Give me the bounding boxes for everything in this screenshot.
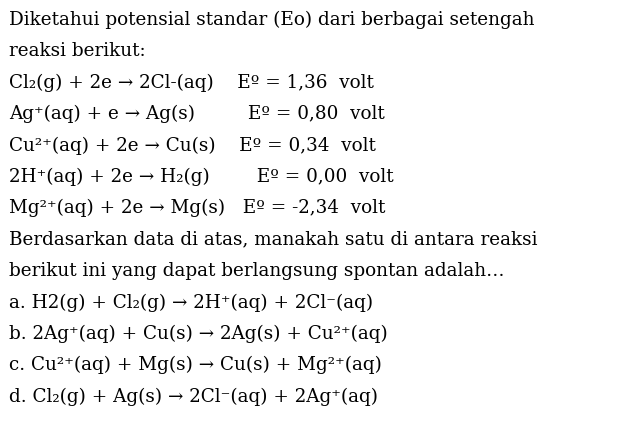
Text: Cu²⁺(aq) + 2e → Cu(s)    Eº = 0,34  volt: Cu²⁺(aq) + 2e → Cu(s) Eº = 0,34 volt [9, 136, 376, 154]
Text: a. H2(g) + Cl₂(g) → 2H⁺(aq) + 2Cl⁻(aq): a. H2(g) + Cl₂(g) → 2H⁺(aq) + 2Cl⁻(aq) [9, 293, 373, 311]
Text: berikut ini yang dapat berlangsung spontan adalah…: berikut ini yang dapat berlangsung spont… [9, 262, 505, 280]
Text: Cl₂(g) + 2e → 2Cl-(aq)    Eº = 1,36  volt: Cl₂(g) + 2e → 2Cl-(aq) Eº = 1,36 volt [9, 74, 374, 92]
Text: d. Cl₂(g) + Ag(s) → 2Cl⁻(aq) + 2Ag⁺(aq): d. Cl₂(g) + Ag(s) → 2Cl⁻(aq) + 2Ag⁺(aq) [9, 387, 378, 405]
Text: Ag⁺(aq) + e → Ag(s)         Eº = 0,80  volt: Ag⁺(aq) + e → Ag(s) Eº = 0,80 volt [9, 105, 385, 123]
Text: 2H⁺(aq) + 2e → H₂(g)        Eº = 0,00  volt: 2H⁺(aq) + 2e → H₂(g) Eº = 0,00 volt [9, 168, 394, 186]
Text: c. Cu²⁺(aq) + Mg(s) → Cu(s) + Mg²⁺(aq): c. Cu²⁺(aq) + Mg(s) → Cu(s) + Mg²⁺(aq) [9, 356, 382, 374]
Text: Mg²⁺(aq) + 2e → Mg(s)   Eº = -2,34  volt: Mg²⁺(aq) + 2e → Mg(s) Eº = -2,34 volt [9, 199, 386, 217]
Text: b. 2Ag⁺(aq) + Cu(s) → 2Ag(s) + Cu²⁺(aq): b. 2Ag⁺(aq) + Cu(s) → 2Ag(s) + Cu²⁺(aq) [9, 325, 388, 343]
Text: Berdasarkan data di atas, manakah satu di antara reaksi: Berdasarkan data di atas, manakah satu d… [9, 230, 538, 249]
Text: reaksi berikut:: reaksi berikut: [9, 42, 146, 60]
Text: Diketahui potensial standar (Eo) dari berbagai setengah: Diketahui potensial standar (Eo) dari be… [9, 11, 535, 29]
